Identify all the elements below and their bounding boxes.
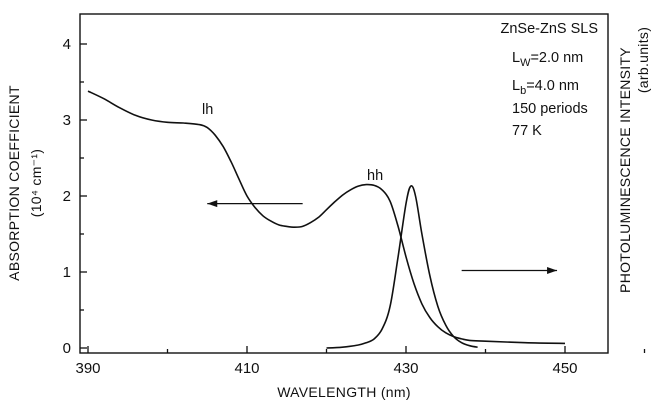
- y-tick-label: 3: [63, 112, 71, 129]
- y2-axis-unit: (arb.units): [635, 27, 651, 93]
- x-tick-label: 450: [552, 360, 577, 377]
- arrows-group: [207, 200, 558, 274]
- arrow-left-axis: [207, 200, 303, 208]
- x-axis-title: WAVELENGTH (nm): [277, 384, 411, 400]
- sample-info-title: ZnSe-ZnS SLS: [500, 21, 598, 37]
- absorption-curve: [87, 90, 566, 345]
- sample-info-temp: 77 K: [512, 123, 542, 139]
- sample-info: ZnSe-ZnS SLS LW=2.0 nm Lb=4.0 nm 150 per…: [500, 21, 598, 139]
- arrow-right-axis: [461, 266, 558, 274]
- ticks-group: 0 1 2 3 4 390 410 430 450: [63, 36, 646, 377]
- sample-info-lb: Lb=4.0 nm: [512, 78, 579, 97]
- y-tick-label: 1: [63, 264, 71, 281]
- x-tick-label: 390: [75, 360, 100, 377]
- y-axis-unit: (10⁴ cm⁻¹): [28, 149, 44, 218]
- y-tick-label: 2: [63, 188, 71, 205]
- sample-info-periods: 150 periods: [512, 101, 588, 117]
- x-tick-label: 410: [234, 360, 259, 377]
- peak-label-lh: lh: [202, 102, 213, 118]
- peak-label-hh: hh: [367, 168, 383, 184]
- series-group: [87, 90, 566, 349]
- sample-info-lw: LW=2.0 nm: [512, 50, 583, 69]
- plot-frame: [79, 13, 609, 354]
- photoluminescence-curve: [326, 185, 478, 349]
- y-tick-label: 0: [63, 340, 71, 357]
- x-tick-label: 430: [393, 360, 418, 377]
- y-tick-label: 4: [63, 36, 71, 53]
- y2-axis-title: PHOTOLUMINESCENCE INTENSITY: [617, 47, 633, 293]
- y-axis-title: ABSORPTION COEFFICIENT: [6, 85, 22, 281]
